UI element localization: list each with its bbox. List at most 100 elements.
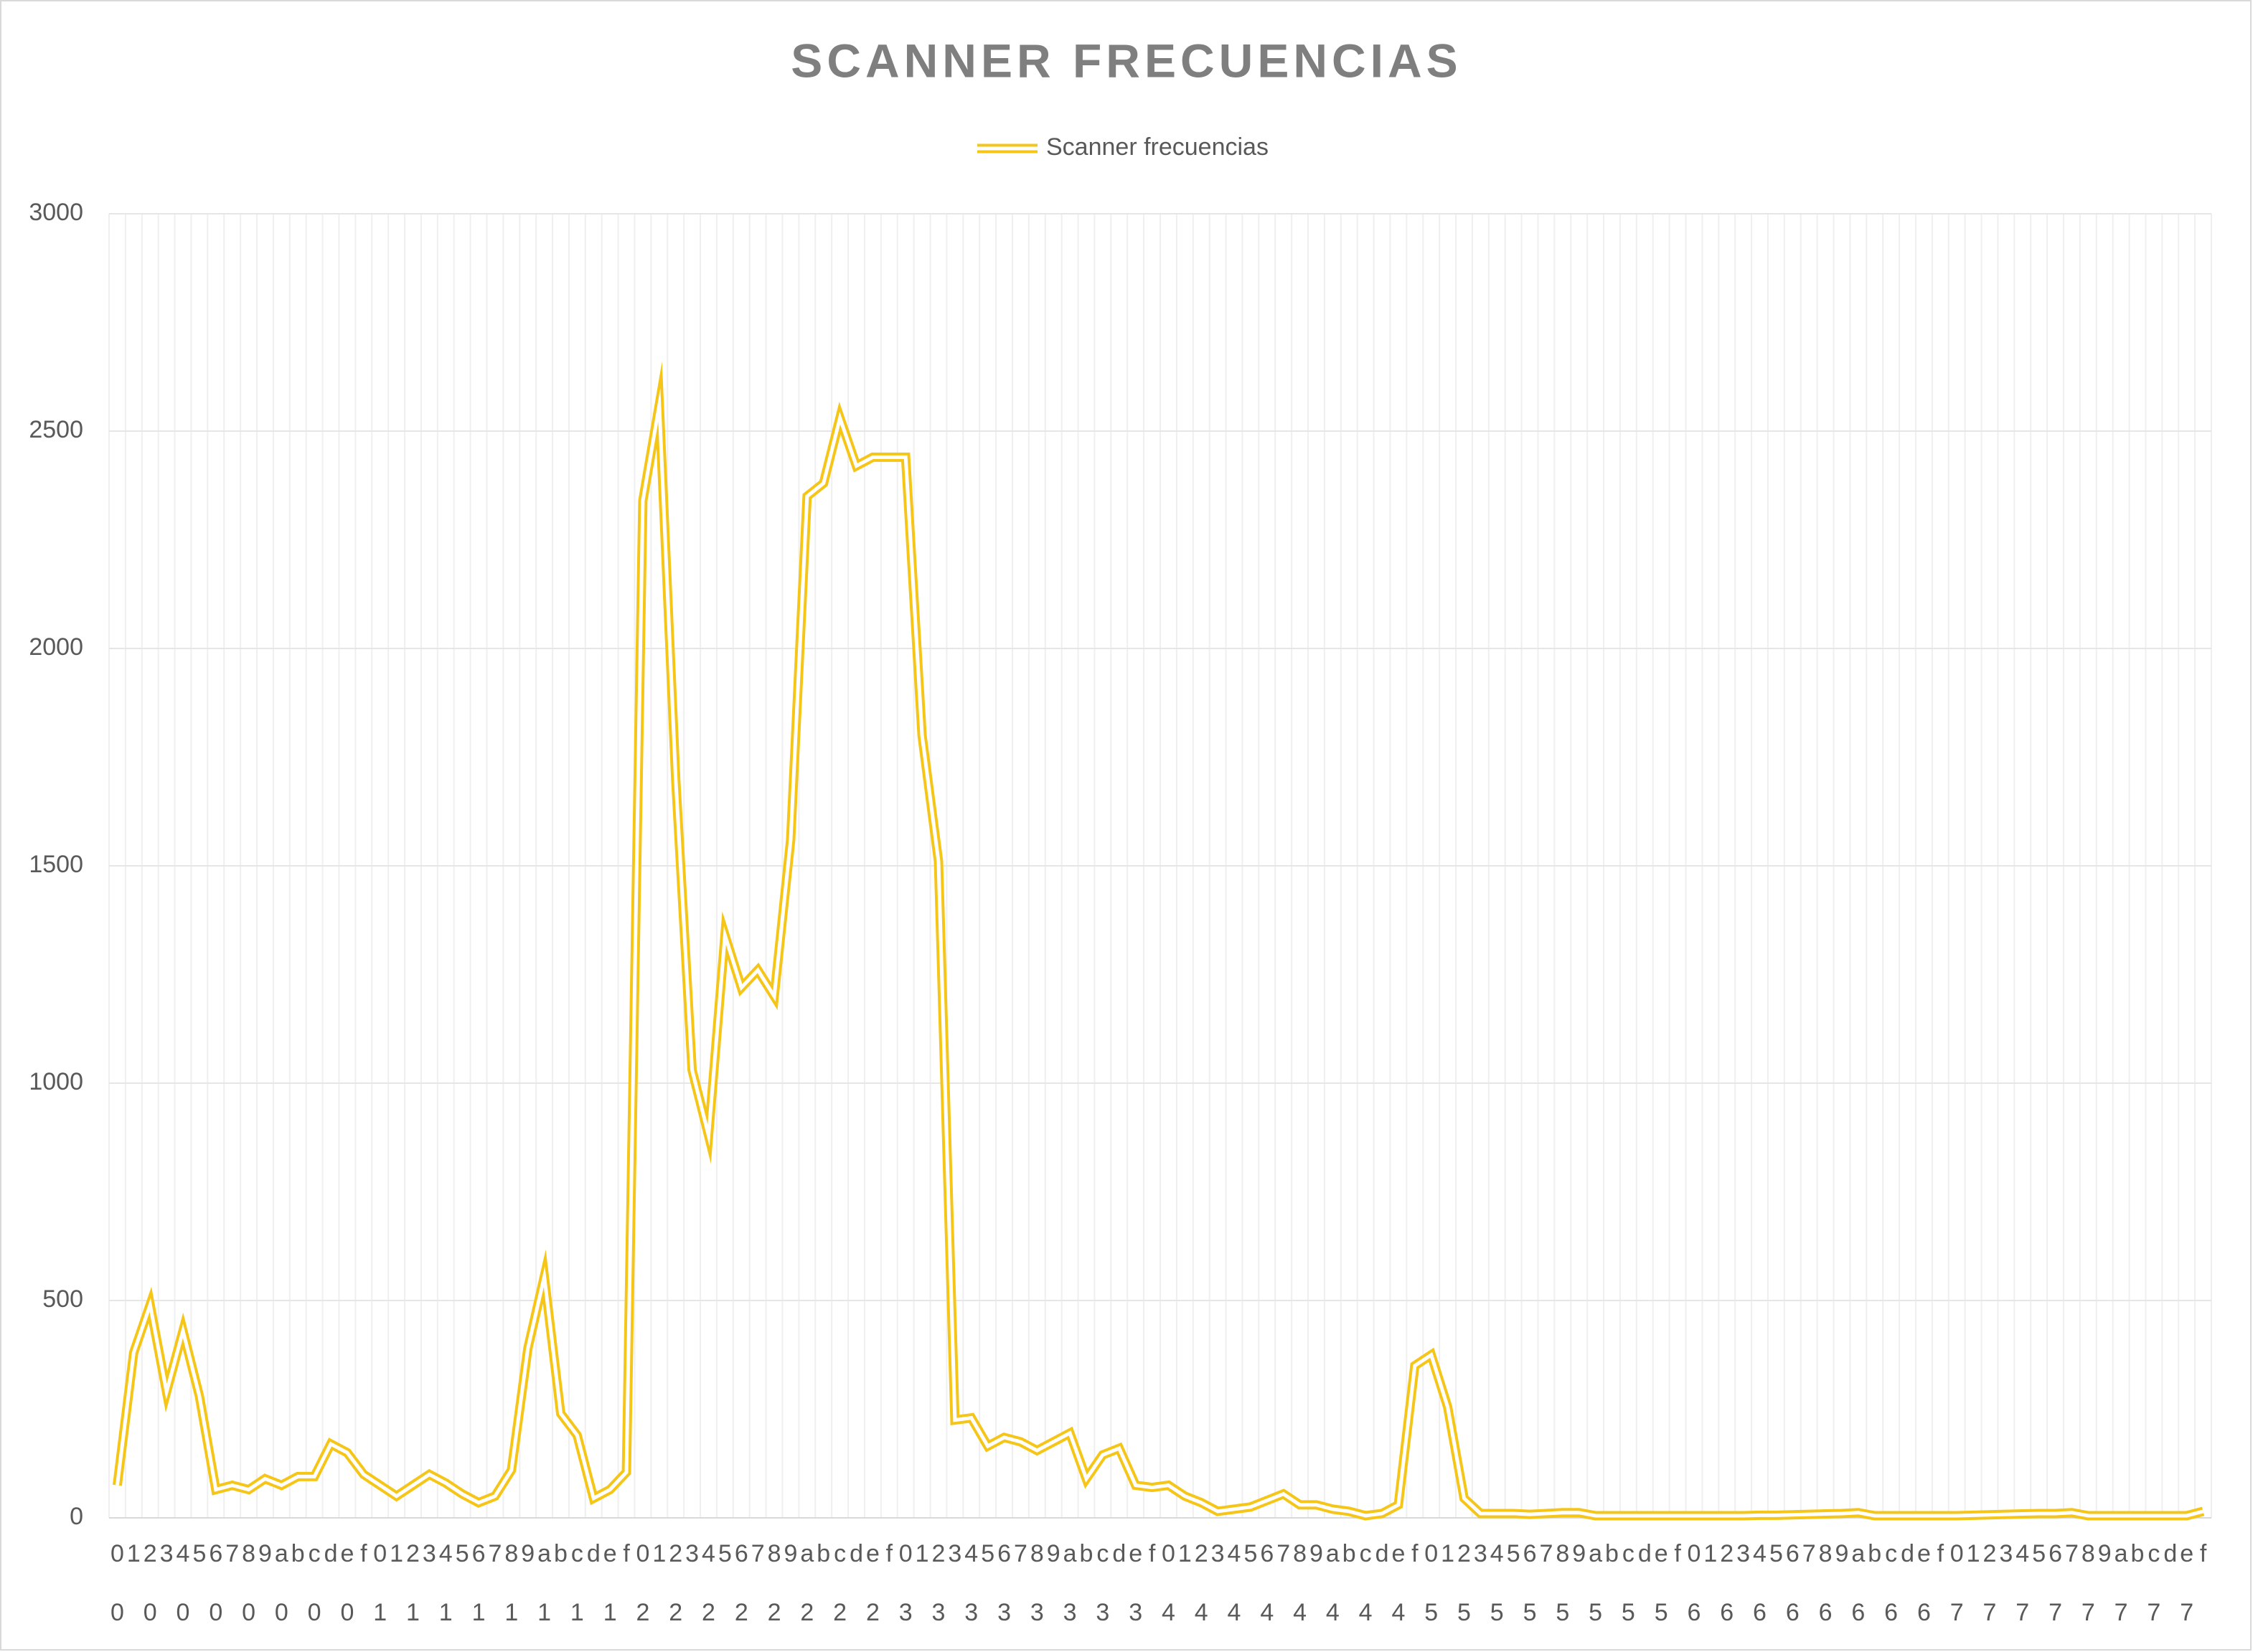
- x-group-label: 0: [242, 1599, 255, 1626]
- x-tick-label: 2: [406, 1540, 420, 1567]
- x-tick-label: d: [1638, 1540, 1652, 1567]
- x-group-label: 4: [1293, 1599, 1307, 1626]
- x-tick-label: 0: [1950, 1540, 1964, 1567]
- x-tick-label: 6: [735, 1540, 748, 1567]
- x-tick-label: 8: [504, 1540, 518, 1567]
- x-group-label: 0: [110, 1599, 124, 1626]
- x-group-label: 6: [1687, 1599, 1701, 1626]
- x-tick-label: 1: [1703, 1540, 1717, 1567]
- y-tick-label: 2000: [29, 633, 83, 661]
- x-group-label: 7: [2147, 1599, 2160, 1626]
- x-group-label: 3: [1063, 1599, 1077, 1626]
- x-group-label: 0: [209, 1599, 222, 1626]
- x-tick-label: b: [2131, 1540, 2145, 1567]
- x-tick-label: 0: [373, 1540, 387, 1567]
- x-tick-label: d: [850, 1540, 863, 1567]
- x-group-label: 1: [439, 1599, 453, 1626]
- x-tick-label: f: [1937, 1540, 1944, 1567]
- x-group-label: 2: [735, 1599, 748, 1626]
- x-tick-label: 1: [1441, 1540, 1454, 1567]
- x-tick-label: a: [1326, 1540, 1340, 1567]
- x-group-label: 3: [1030, 1599, 1044, 1626]
- x-tick-label: 7: [225, 1540, 239, 1567]
- x-group-label: 1: [373, 1599, 387, 1626]
- x-tick-label: 5: [456, 1540, 469, 1567]
- x-tick-label: c: [571, 1540, 583, 1567]
- x-group-label: 2: [866, 1599, 880, 1626]
- x-tick-label: 6: [997, 1540, 1011, 1567]
- x-group-label: 1: [472, 1599, 486, 1626]
- x-tick-label: f: [623, 1540, 630, 1567]
- x-tick-label: a: [1851, 1540, 1865, 1567]
- x-tick-label: 2: [144, 1540, 157, 1567]
- x-group-label: 6: [1753, 1599, 1767, 1626]
- x-group-label: 0: [177, 1599, 190, 1626]
- x-group-label: 0: [275, 1599, 288, 1626]
- x-tick-label: 6: [1786, 1540, 1800, 1567]
- x-tick-label: 2: [669, 1540, 682, 1567]
- x-tick-label: 8: [1556, 1540, 1569, 1567]
- x-tick-label: 4: [177, 1540, 190, 1567]
- x-group-label: 5: [1655, 1599, 1668, 1626]
- x-tick-label: a: [537, 1540, 551, 1567]
- x-group-label: 4: [1228, 1599, 1241, 1626]
- x-tick-label: c: [309, 1540, 321, 1567]
- x-tick-label: 0: [1424, 1540, 1438, 1567]
- x-group-label: 3: [964, 1599, 978, 1626]
- x-tick-label: 1: [1967, 1540, 1980, 1567]
- x-tick-label: 6: [1523, 1540, 1537, 1567]
- x-tick-label: e: [2180, 1540, 2193, 1567]
- x-tick-label: b: [554, 1540, 568, 1567]
- x-group-label: 5: [1589, 1599, 1602, 1626]
- series-line-inner: [115, 388, 2204, 1518]
- x-tick-label: e: [1655, 1540, 1668, 1567]
- x-tick-label: 0: [899, 1540, 913, 1567]
- x-tick-label: 4: [1753, 1540, 1767, 1567]
- x-tick-label: 3: [685, 1540, 699, 1567]
- x-group-label: 0: [340, 1599, 354, 1626]
- x-tick-label: a: [1063, 1540, 1077, 1567]
- x-tick-label: 7: [1539, 1540, 1553, 1567]
- x-group-label: 1: [537, 1599, 551, 1626]
- x-tick-label: a: [1589, 1540, 1602, 1567]
- x-group-label: 5: [1556, 1599, 1569, 1626]
- x-tick-label: c: [2148, 1540, 2160, 1567]
- x-tick-label: 6: [2049, 1540, 2062, 1567]
- x-tick-label: 5: [1507, 1540, 1520, 1567]
- x-tick-label: b: [817, 1540, 830, 1567]
- x-group-label: 6: [1851, 1599, 1865, 1626]
- legend-label: Scanner frecuencias: [1046, 133, 1269, 161]
- x-group-label: 6: [1819, 1599, 1833, 1626]
- x-group-label: 2: [702, 1599, 715, 1626]
- y-tick-label: 500: [42, 1285, 83, 1313]
- x-tick-label: 9: [2098, 1540, 2112, 1567]
- x-tick-label: 1: [652, 1540, 666, 1567]
- x-tick-label: 8: [1819, 1540, 1833, 1567]
- x-tick-label: 2: [1983, 1540, 1997, 1567]
- x-tick-label: f: [2200, 1540, 2207, 1567]
- x-tick-label: 1: [916, 1540, 929, 1567]
- x-tick-label: 1: [1178, 1540, 1192, 1567]
- x-tick-label: 9: [784, 1540, 798, 1567]
- x-group-label: 1: [406, 1599, 420, 1626]
- x-group-label: 4: [1195, 1599, 1208, 1626]
- y-tick-label: 3000: [29, 199, 83, 226]
- x-tick-label: 7: [1276, 1540, 1290, 1567]
- x-tick-label: 2: [1457, 1540, 1471, 1567]
- x-tick-label: 8: [2082, 1540, 2095, 1567]
- x-tick-label: 1: [390, 1540, 403, 1567]
- x-tick-label: 2: [1720, 1540, 1734, 1567]
- x-group-label: 3: [899, 1599, 913, 1626]
- x-tick-label: 4: [1490, 1540, 1504, 1567]
- x-group-label: 3: [997, 1599, 1011, 1626]
- x-group-label: 2: [833, 1599, 847, 1626]
- x-group-label: 4: [1162, 1599, 1175, 1626]
- x-tick-label: 9: [521, 1540, 535, 1567]
- x-tick-label: e: [866, 1540, 880, 1567]
- x-tick-label: a: [800, 1540, 814, 1567]
- x-tick-label: d: [2163, 1540, 2177, 1567]
- x-group-label: 7: [2115, 1599, 2128, 1626]
- x-tick-label: 6: [472, 1540, 486, 1567]
